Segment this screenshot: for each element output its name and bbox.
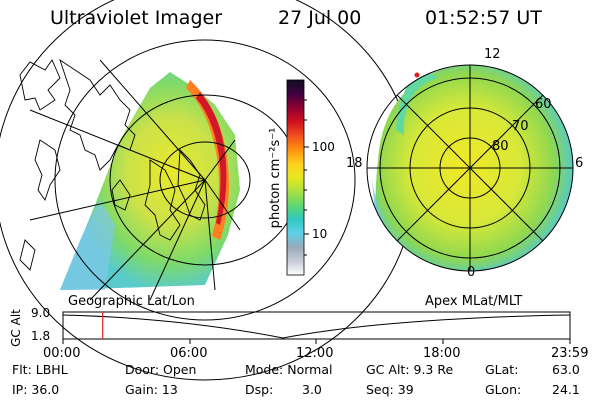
glon-value: 24.1 [552, 382, 580, 397]
timeline-axis-label: GC Alt [9, 309, 23, 347]
seq-label: Seq: 39 [366, 382, 414, 397]
colorbar-tick-100: 100 [312, 140, 335, 154]
timeline-x-tick-12: 12:00 [296, 346, 334, 361]
mlt-label-0: 0 [467, 265, 476, 280]
glat-value: 63.0 [552, 362, 580, 377]
ip-label: IP: 36.0 [12, 382, 60, 397]
door-label: Door: Open [125, 362, 197, 377]
geographic-image-panel [0, 0, 416, 381]
lat-label-80: 80 [492, 139, 509, 154]
time-text: 01:52:57 UT [425, 7, 542, 29]
instrument-title: Ultraviolet Imager [50, 7, 223, 29]
timeline-y-tick-1-8: 1.8 [31, 329, 51, 343]
colorbar-unit-label: photon cm⁻²s⁻¹ [268, 127, 283, 229]
lat-label-60: 60 [535, 97, 552, 112]
date-text: 27 Jul 00 [278, 7, 362, 29]
glat-label: GLat: [485, 362, 519, 377]
left-panel-caption: Geographic Lat/Lon [68, 294, 195, 309]
timeline-x-tick-6: 06:00 [170, 346, 208, 361]
mlt-label-6: 6 [575, 156, 584, 171]
colorbar [286, 79, 309, 276]
coastlines [19, 58, 206, 271]
timeline-y-tick-9: 9.0 [31, 306, 51, 320]
colorbar-bar [286, 79, 305, 276]
glon-label: GLon: [485, 382, 522, 397]
dsp-label: Dsp: [245, 382, 274, 397]
red-dot [414, 72, 420, 78]
filter-label: Flt: LBHL [12, 362, 68, 377]
timeline-x-tick-0: 00:00 [43, 346, 81, 361]
mode-label: Mode: Normal [245, 362, 333, 377]
colorbar-tick-10: 10 [312, 227, 328, 241]
aurora-red-core [196, 92, 227, 225]
mlt-label-18: 18 [346, 156, 363, 171]
right-panel-caption: Apex MLat/MLT [425, 294, 523, 309]
aurora-blue-fringe-left [60, 200, 115, 290]
aurora-cusp-arc [396, 73, 438, 135]
lat-label-70: 70 [512, 119, 529, 134]
gc-alt-label: GC Alt: 9.3 Re [366, 362, 454, 377]
dsp-value: 3.0 [302, 382, 322, 397]
polar-grid [367, 65, 573, 271]
timeline-plot [62, 311, 571, 344]
mlt-label-12: 12 [484, 47, 501, 62]
gain-label: Gain: 13 [125, 382, 178, 397]
timeline-x-tick-end: 23:59 [551, 346, 589, 361]
timeline-x-tick-18: 18:00 [423, 346, 461, 361]
